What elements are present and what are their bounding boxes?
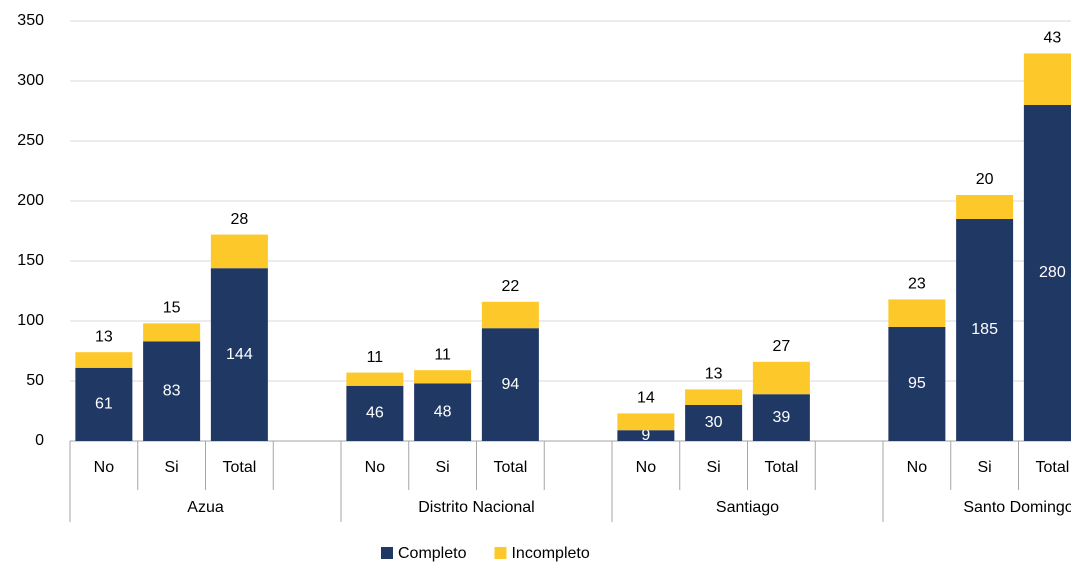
bar-segment xyxy=(685,405,743,441)
bar-segment xyxy=(481,328,539,441)
bar-segment xyxy=(414,370,472,384)
y-tick-label: 0 xyxy=(35,432,44,449)
data-label: 23 xyxy=(908,276,926,293)
bar-segment xyxy=(75,367,133,441)
bar-segment xyxy=(414,383,472,441)
bar-segment xyxy=(956,195,1014,219)
bar-segment xyxy=(956,219,1014,441)
data-label: 11 xyxy=(434,346,451,363)
group-label: Santo Domingo xyxy=(963,499,1071,516)
data-label: 185 xyxy=(971,321,998,338)
legend-swatch xyxy=(381,547,393,559)
legend-label: Completo xyxy=(398,545,467,562)
group-label: Distrito Nacional xyxy=(418,499,534,516)
y-tick-label: 100 xyxy=(17,312,44,329)
x-tick-label: No xyxy=(94,459,115,476)
data-label: 48 xyxy=(434,403,452,420)
bar-segment xyxy=(1023,105,1071,441)
data-label: 280 xyxy=(1039,264,1066,281)
y-tick-label: 300 xyxy=(17,72,44,89)
bar-segment xyxy=(143,341,201,441)
y-tick-label: 150 xyxy=(17,252,44,269)
data-label: 11 xyxy=(367,349,384,366)
y-tick-label: 350 xyxy=(17,12,44,29)
data-label: 43 xyxy=(1043,30,1061,47)
x-tick-label: No xyxy=(636,459,657,476)
x-tick-label: Si xyxy=(978,459,992,476)
bar-segment xyxy=(888,327,946,441)
bar-segment xyxy=(346,372,404,386)
data-label: 61 xyxy=(95,396,113,413)
y-tick-label: 250 xyxy=(17,132,44,149)
data-label: 144 xyxy=(226,346,253,363)
bar-segment xyxy=(888,299,946,327)
bar-segment xyxy=(685,389,743,405)
legend-label: Incompleto xyxy=(511,545,589,562)
bar-segment xyxy=(143,323,201,342)
bar-segment xyxy=(617,430,675,441)
data-label: 13 xyxy=(705,366,723,383)
y-tick-label: 50 xyxy=(26,372,44,389)
x-tick-label: Si xyxy=(436,459,450,476)
data-label: 9 xyxy=(641,427,650,444)
x-tick-label: Total xyxy=(493,459,527,476)
data-label: 22 xyxy=(501,278,519,295)
bar-segment xyxy=(752,361,810,395)
x-tick-label: No xyxy=(365,459,386,476)
group-label: Santiago xyxy=(716,499,779,516)
data-label: 13 xyxy=(95,328,113,345)
data-label: 46 xyxy=(366,405,384,422)
data-label: 83 xyxy=(163,382,181,399)
x-tick-label: Total xyxy=(222,459,256,476)
data-label: 95 xyxy=(908,375,926,392)
bar-segment xyxy=(1023,53,1071,105)
bar-segment xyxy=(210,268,268,441)
data-label: 15 xyxy=(163,300,181,317)
x-tick-label: Total xyxy=(1035,459,1069,476)
data-label: 28 xyxy=(230,211,248,228)
bar-segment xyxy=(617,413,675,431)
legend-swatch xyxy=(494,547,507,559)
x-tick-label: Si xyxy=(165,459,179,476)
data-label: 39 xyxy=(772,409,790,426)
group-label: Azua xyxy=(187,499,224,516)
bar-segment xyxy=(346,385,404,441)
data-label: 30 xyxy=(705,414,723,431)
bar-segment xyxy=(752,394,810,441)
x-tick-label: Si xyxy=(707,459,721,476)
data-label: 14 xyxy=(637,390,655,407)
data-label: 20 xyxy=(976,171,994,188)
y-tick-label: 200 xyxy=(17,192,44,209)
data-label: 94 xyxy=(501,376,519,393)
bar-segment xyxy=(75,352,133,368)
bar-segment xyxy=(210,234,268,269)
bar-segment xyxy=(481,301,539,329)
x-tick-label: Total xyxy=(764,459,798,476)
x-tick-label: No xyxy=(907,459,928,476)
data-label: 27 xyxy=(772,338,790,355)
